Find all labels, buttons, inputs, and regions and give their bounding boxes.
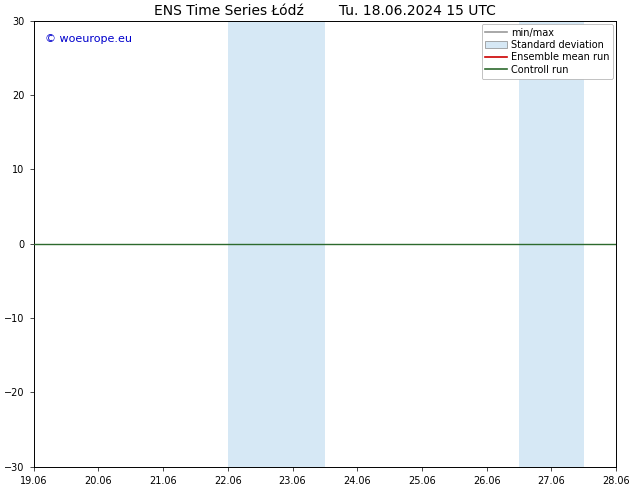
Title: ENS Time Series Łódź        Tu. 18.06.2024 15 UTC: ENS Time Series Łódź Tu. 18.06.2024 15 U…	[154, 4, 496, 18]
Bar	[228, 21, 260, 467]
Bar	[292, 21, 325, 467]
Legend: min/max, Standard deviation, Ensemble mean run, Controll run: min/max, Standard deviation, Ensemble me…	[482, 24, 613, 79]
Bar	[552, 21, 584, 467]
Text: © woeurope.eu: © woeurope.eu	[46, 34, 133, 44]
Bar	[260, 21, 292, 467]
Bar	[519, 21, 552, 467]
